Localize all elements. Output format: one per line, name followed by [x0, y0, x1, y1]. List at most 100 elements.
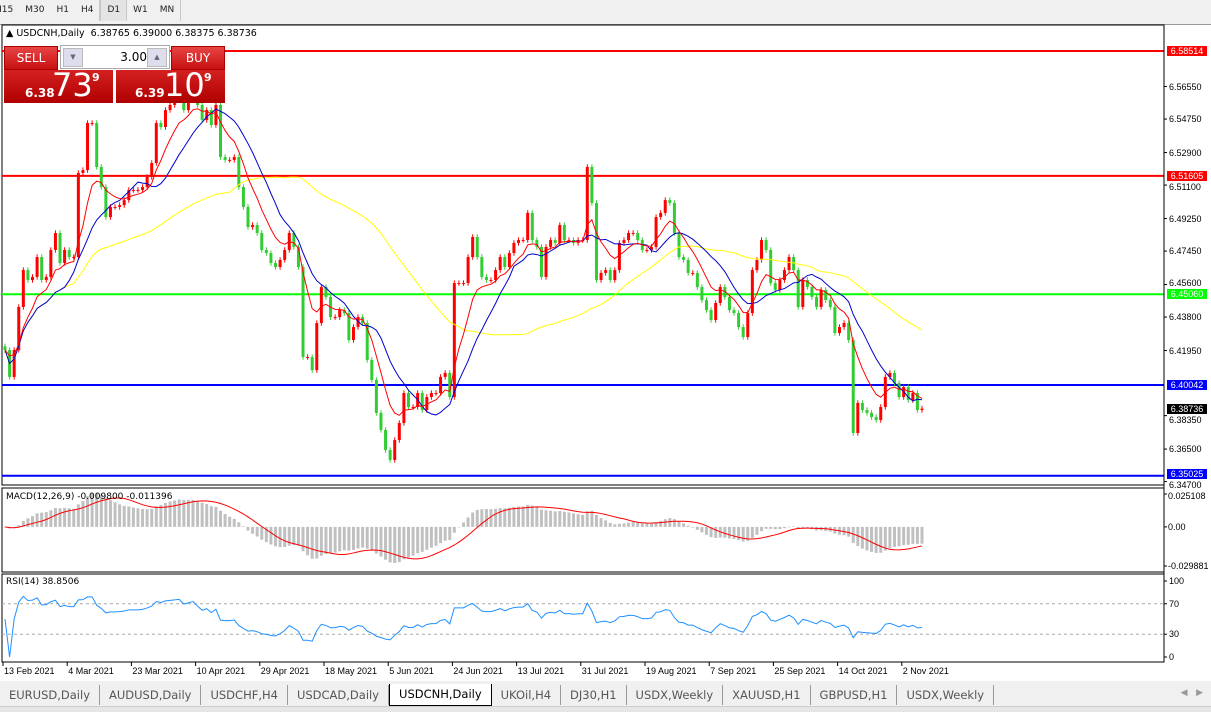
candle-body	[159, 123, 163, 128]
candle-body	[379, 412, 383, 430]
price-line-tag: 6.58514	[1167, 46, 1207, 56]
increase-lot-icon[interactable]: ▲	[147, 48, 167, 67]
lot-size-input[interactable]: 3.00	[120, 50, 147, 64]
candle-body	[718, 287, 722, 303]
macd-histogram-bar	[113, 502, 117, 527]
macd-histogram-bar	[539, 509, 543, 527]
macd-histogram-bar	[40, 512, 44, 527]
macd-histogram-bar	[218, 510, 222, 527]
rsi-label: RSI(14) 38.8506	[6, 577, 80, 587]
price-tick-label: 6.34700	[1169, 480, 1202, 490]
macd-tick-label: 0.025108	[1168, 491, 1206, 501]
macd-histogram-bar	[544, 510, 548, 527]
macd-histogram-bar	[769, 526, 773, 529]
candle-body	[44, 276, 48, 281]
candle-body	[108, 206, 112, 218]
candle-body	[269, 253, 273, 264]
candle-body	[649, 246, 653, 250]
candle-body	[186, 100, 190, 111]
collapse-triangle-icon[interactable]: ▲	[6, 28, 14, 39]
sell-price[interactable]: 6.38 73 9	[4, 66, 113, 104]
candle-body	[915, 393, 919, 411]
candle-body	[498, 257, 502, 271]
macd-histogram-bar	[581, 514, 585, 527]
chart-tab[interactable]: USDCAD,Daily	[288, 685, 390, 705]
price-tick-label: 6.51100	[1169, 182, 1201, 192]
chart-tab[interactable]: GBPUSD,H1	[811, 685, 898, 705]
decrease-lot-icon[interactable]: ▼	[63, 48, 83, 67]
rsi-tick-label: 100	[1169, 576, 1185, 586]
macd-histogram-bar	[911, 526, 915, 544]
candle-body	[512, 242, 516, 254]
macd-histogram-bar	[659, 520, 663, 527]
lot-size-stepper[interactable]: ▼ 3.00 ▲	[60, 45, 170, 69]
timeframe-m15[interactable]: M15	[0, 5, 14, 15]
candle-body	[402, 393, 406, 424]
timeframe-m30[interactable]: M30	[25, 5, 45, 15]
candle-body	[118, 205, 122, 207]
status-bar	[0, 706, 1211, 712]
candle-body	[627, 232, 631, 241]
macd-histogram-bar	[801, 526, 805, 529]
candle-body	[860, 402, 864, 411]
macd-histogram-bar	[379, 526, 383, 557]
macd-histogram-bar	[691, 526, 695, 528]
timeframe-d1[interactable]: D1	[100, 0, 128, 21]
candle-body	[452, 283, 456, 398]
candle-body	[750, 270, 754, 314]
buy-button[interactable]: BUY	[171, 46, 225, 70]
macd-histogram-bar	[274, 526, 278, 547]
candle-body	[796, 270, 800, 307]
macd-histogram-bar	[296, 526, 300, 546]
candle-body	[787, 257, 791, 271]
candle-body	[471, 236, 475, 258]
tab-scroll-arrows[interactable]: ◀ ▶	[1180, 688, 1203, 698]
chart-tab[interactable]: USDX,Weekly	[627, 685, 724, 705]
candle-body	[494, 270, 498, 281]
chart-tab[interactable]: USDX,Weekly	[897, 685, 995, 705]
date-label: 29 Apr 2021	[260, 666, 310, 676]
macd-histogram-bar	[223, 514, 227, 527]
timeframe-h1[interactable]: H1	[56, 5, 69, 15]
macd-histogram-bar	[452, 526, 456, 533]
price-line-tag: 6.45060	[1167, 289, 1207, 299]
timeframe-w1[interactable]: W1	[133, 5, 148, 15]
chart-tab[interactable]: UKOil,H4	[492, 685, 562, 705]
sell-button[interactable]: SELL	[4, 46, 58, 70]
candle-body	[856, 402, 860, 433]
macd-histogram-bar	[902, 526, 906, 546]
candle-body	[604, 270, 608, 273]
candle-body	[338, 310, 342, 318]
sell-price-pips: 73	[52, 66, 93, 104]
macd-histogram-bar	[269, 526, 273, 545]
macd-histogram-bar	[622, 523, 626, 527]
candle-body	[324, 287, 328, 298]
candle-body	[535, 240, 539, 247]
macd-histogram-bar	[163, 503, 167, 527]
timeframe-h4[interactable]: H4	[80, 5, 94, 15]
candle-body	[475, 236, 479, 258]
chart-tab[interactable]: EURUSD,Daily	[0, 685, 100, 705]
buy-price[interactable]: 6.39 10 9	[116, 66, 225, 104]
macd-histogram-bar	[173, 500, 177, 527]
macd-histogram-bar	[498, 508, 502, 527]
macd-histogram-bar	[406, 526, 410, 558]
macd-histogram-bar	[95, 492, 99, 527]
chart-tab[interactable]: AUDUSD,Daily	[100, 685, 202, 705]
chart-tab[interactable]: DJ30,H1	[561, 685, 627, 705]
candle-body	[35, 257, 39, 277]
candle-body	[365, 323, 369, 360]
macd-label: MACD(12,26,9) -0.009800 -0.011396	[6, 492, 173, 502]
candle-body	[384, 429, 388, 450]
candle-body	[645, 249, 649, 251]
candle-body	[659, 212, 663, 218]
chart-tab[interactable]: USDCHF,H4	[201, 685, 288, 705]
timeframe-mn[interactable]: MN	[159, 5, 175, 15]
macd-histogram-bar	[732, 526, 736, 540]
candle-body	[686, 259, 690, 273]
candle-body	[154, 123, 158, 164]
chart-tab[interactable]: USDCNH,Daily	[389, 684, 492, 706]
candle-body	[874, 417, 878, 420]
chart-tab[interactable]: XAUUSD,H1	[723, 685, 811, 705]
